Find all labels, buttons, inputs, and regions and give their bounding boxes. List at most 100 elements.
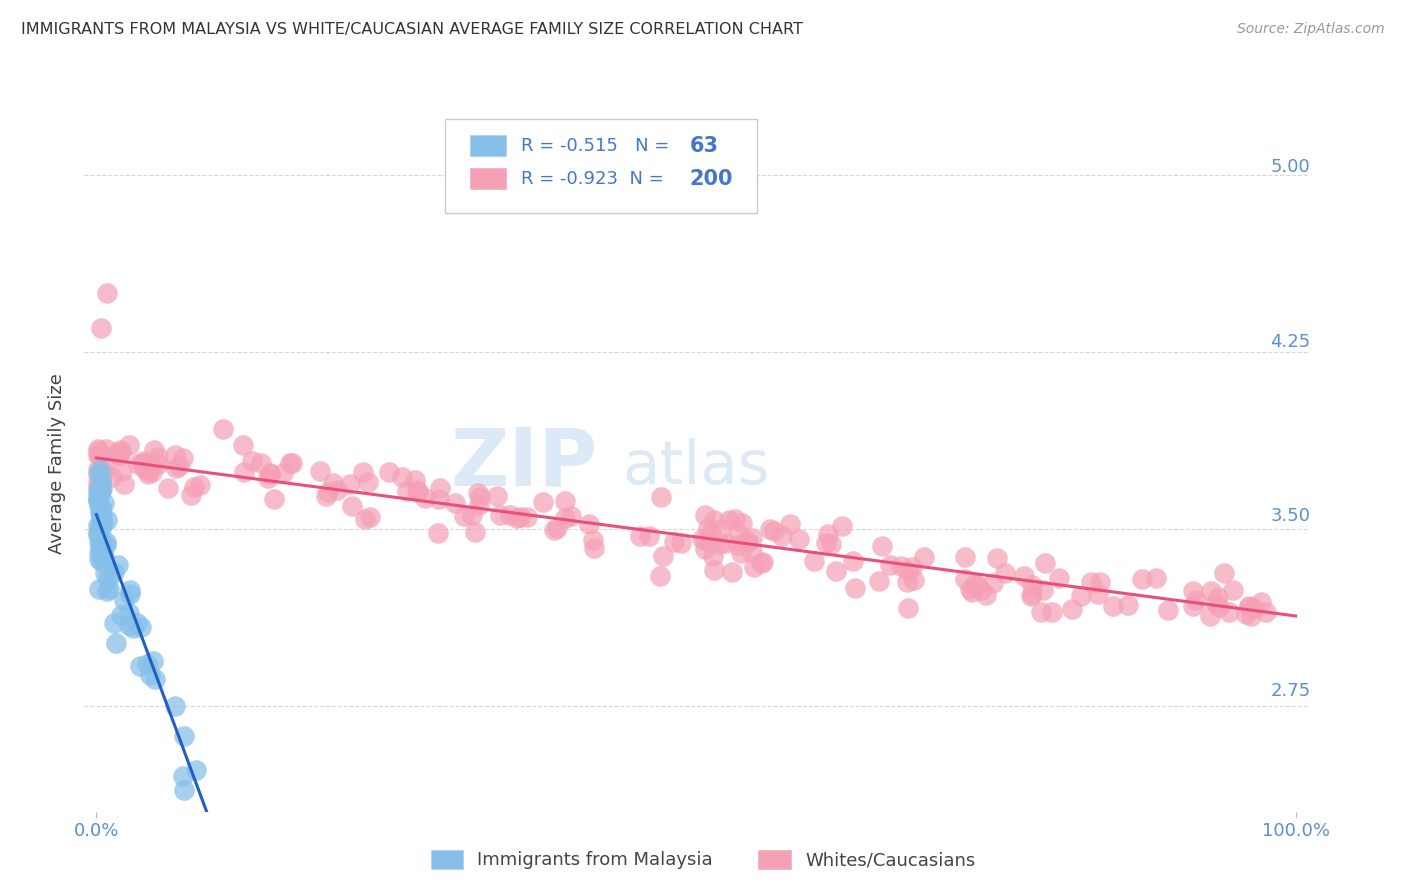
Point	[1204, 593, 1226, 607]
Point	[681, 534, 703, 549]
Point	[179, 526, 201, 541]
Point	[184, 275, 207, 289]
Point	[195, 435, 218, 450]
Point	[1202, 585, 1225, 599]
Point	[614, 502, 637, 516]
Point	[204, 425, 226, 439]
Point	[1206, 585, 1229, 599]
Point	[177, 537, 200, 551]
Point	[389, 469, 412, 483]
Point	[893, 544, 915, 558]
Point	[849, 539, 872, 553]
Point	[183, 551, 205, 566]
Point	[531, 475, 554, 489]
Point	[953, 567, 976, 582]
Point	[897, 560, 920, 574]
Point	[776, 508, 799, 522]
Point	[218, 441, 240, 455]
Point	[959, 562, 981, 576]
Point	[176, 428, 198, 442]
Point	[515, 473, 537, 487]
Point	[176, 466, 198, 480]
Point	[253, 712, 276, 726]
Point	[253, 765, 276, 780]
Point	[536, 494, 558, 508]
Point	[328, 458, 350, 472]
Point	[481, 478, 503, 492]
Point	[1021, 541, 1043, 555]
Point	[208, 606, 231, 620]
Point	[1167, 593, 1189, 607]
Point	[1052, 574, 1074, 588]
Point	[263, 467, 285, 481]
Point	[1168, 568, 1191, 582]
Point	[205, 568, 228, 582]
Point	[725, 534, 748, 549]
Point	[510, 494, 533, 508]
Point	[249, 445, 271, 459]
Point	[211, 601, 233, 615]
Point	[419, 496, 441, 510]
Point	[1067, 572, 1090, 586]
Point	[741, 549, 763, 564]
Point	[221, 640, 243, 655]
Point	[592, 480, 614, 494]
Point	[898, 549, 921, 564]
Point	[197, 592, 219, 607]
Point	[572, 481, 595, 495]
Point	[187, 567, 209, 582]
Point	[179, 487, 201, 501]
Point	[904, 558, 927, 572]
Point	[617, 518, 640, 533]
Point	[585, 507, 607, 521]
Point	[180, 460, 202, 475]
Point	[1045, 587, 1067, 601]
Point	[177, 484, 200, 499]
Point	[253, 437, 276, 451]
Text: 200: 200	[716, 159, 759, 179]
Point	[387, 462, 409, 476]
Point	[768, 541, 790, 556]
Point	[696, 522, 718, 536]
Point	[260, 474, 283, 488]
Point	[447, 457, 470, 471]
Point	[1001, 554, 1024, 568]
Point	[184, 569, 207, 583]
Point	[180, 508, 202, 522]
Point	[714, 517, 737, 532]
Point	[177, 531, 200, 545]
Point	[176, 449, 198, 463]
Point	[224, 444, 246, 458]
Point	[678, 554, 700, 568]
Point	[191, 600, 214, 615]
Point	[1212, 580, 1234, 594]
Point	[721, 520, 744, 534]
Point	[949, 535, 972, 549]
Point	[1180, 551, 1202, 566]
Point	[834, 549, 856, 563]
Point	[730, 523, 752, 537]
Point	[179, 491, 201, 506]
Point	[176, 454, 198, 468]
Point	[176, 431, 198, 445]
Point	[329, 452, 352, 467]
Point	[330, 453, 353, 467]
Point	[659, 515, 682, 529]
Point	[1010, 563, 1032, 577]
Point	[381, 471, 404, 485]
Legend: Immigrants from Malaysia, Whites/Caucasians: Immigrants from Malaysia, Whites/Caucasi…	[422, 841, 984, 879]
Text: Source: ZipAtlas.com: Source: ZipAtlas.com	[1237, 22, 1385, 37]
Point	[593, 497, 616, 511]
Point	[180, 310, 202, 324]
Point	[903, 545, 925, 559]
Point	[204, 591, 226, 605]
Point	[1062, 560, 1084, 574]
Point	[415, 498, 437, 512]
Point	[179, 503, 201, 517]
Point	[181, 450, 204, 465]
Point	[184, 500, 207, 514]
Point	[179, 486, 201, 500]
Point	[458, 459, 481, 474]
Point	[875, 524, 897, 539]
Point	[678, 476, 700, 491]
